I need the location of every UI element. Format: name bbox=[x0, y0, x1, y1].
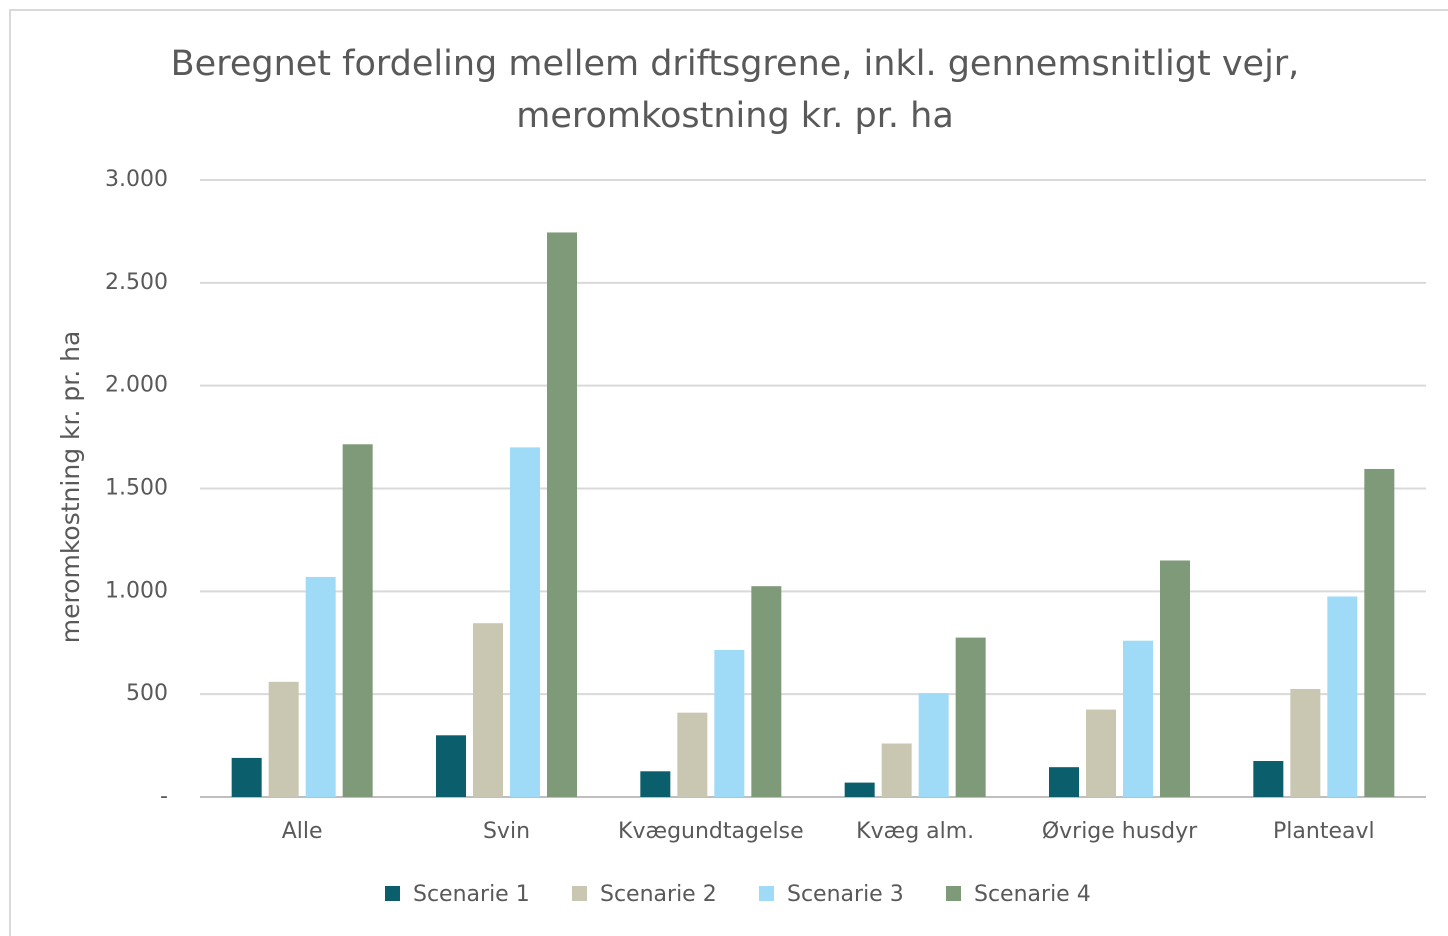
legend-swatch bbox=[572, 886, 587, 901]
y-tick-label: 2.500 bbox=[105, 270, 168, 295]
x-tick-label: Kvæg alm. bbox=[856, 819, 974, 844]
bar bbox=[342, 444, 373, 797]
bar bbox=[751, 586, 782, 797]
y-axis-label: meromkostning kr. pr. ha bbox=[56, 331, 85, 644]
y-tick-label: 3.000 bbox=[105, 167, 168, 192]
legend-label: Scenarie 2 bbox=[600, 882, 717, 907]
x-tick-label: Alle bbox=[282, 819, 323, 844]
y-tick-label: 1.000 bbox=[105, 578, 168, 603]
bar bbox=[1160, 560, 1190, 797]
x-tick-label: Svin bbox=[483, 819, 530, 844]
chart-title: Beregnet fordeling mellem driftsgrene, i… bbox=[170, 44, 1300, 136]
y-tick-label: 2.000 bbox=[105, 373, 168, 398]
x-tick-label: Øvrige husdyr bbox=[1042, 819, 1198, 844]
legend-swatch bbox=[759, 886, 774, 901]
bar bbox=[714, 649, 745, 797]
legend-swatch bbox=[946, 886, 961, 901]
bar bbox=[677, 712, 708, 797]
legend-label: Scenarie 1 bbox=[413, 882, 530, 907]
bar bbox=[918, 693, 949, 797]
bar bbox=[955, 637, 986, 797]
x-tick-label: Kvægundtagelse bbox=[618, 819, 804, 844]
chart-border bbox=[9, 9, 1448, 936]
bar bbox=[305, 576, 336, 797]
bar bbox=[473, 623, 503, 797]
bar bbox=[1049, 767, 1079, 797]
bar bbox=[436, 735, 466, 797]
y-tick-label: 1.500 bbox=[105, 476, 168, 501]
y-tick-label: - bbox=[160, 784, 168, 809]
bar bbox=[1290, 689, 1321, 797]
legend-label: Scenarie 4 bbox=[974, 882, 1091, 907]
bar bbox=[640, 771, 671, 797]
bar bbox=[1086, 709, 1116, 797]
bar bbox=[881, 743, 912, 797]
legend-label: Scenarie 3 bbox=[787, 882, 904, 907]
y-tick-label: 500 bbox=[126, 681, 168, 706]
x-tick-label: Planteavl bbox=[1273, 819, 1375, 844]
bar bbox=[1327, 596, 1358, 797]
legend-swatch bbox=[385, 886, 400, 901]
bar bbox=[844, 782, 875, 797]
bar bbox=[231, 757, 262, 797]
bar bbox=[1123, 640, 1153, 797]
bar bbox=[268, 681, 299, 797]
bar bbox=[547, 232, 577, 797]
bar bbox=[1253, 761, 1284, 797]
bar bbox=[1364, 468, 1395, 797]
bar bbox=[510, 447, 540, 797]
